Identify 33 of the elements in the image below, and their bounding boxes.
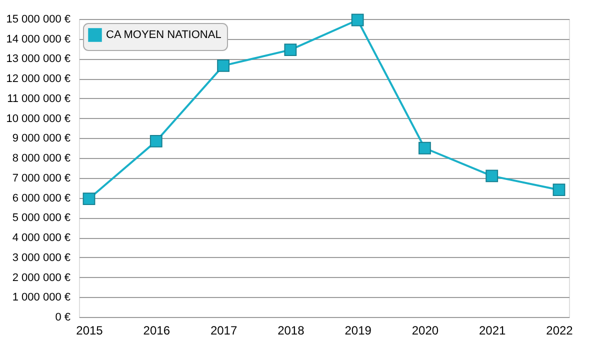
y-tick-label: 7 000 000 € xyxy=(12,172,70,184)
y-tick-label: 0 € xyxy=(55,312,70,324)
point xyxy=(82,192,96,205)
x-tick-label: 2017 xyxy=(210,324,238,338)
y-tick-label: 6 000 000 € xyxy=(12,192,70,204)
x-tick-label: 2021 xyxy=(479,324,506,338)
y-tick-label: 3 000 000 € xyxy=(12,252,70,264)
x-tick-label: 2019 xyxy=(344,324,372,338)
y-tick-label: 12 000 000 € xyxy=(6,73,70,86)
point xyxy=(150,134,162,148)
y-tick-label: 9 000 000 € xyxy=(12,132,70,145)
y-tick-label: 5 000 000 € xyxy=(12,212,70,224)
x-tick-label: 2020 xyxy=(412,324,439,338)
y-tick-label: 14 000 000 € xyxy=(6,33,70,46)
x-tick-label: 2022 xyxy=(546,324,574,338)
point xyxy=(486,170,498,182)
y-tick-label: 11 000 000 € xyxy=(7,92,70,105)
y-tick-label: 8 000 000 € xyxy=(12,152,70,165)
point xyxy=(552,184,566,196)
point xyxy=(284,44,297,56)
x-tick-label: 2016 xyxy=(143,324,170,338)
y-tick-label: 4 000 000 € xyxy=(12,232,70,244)
y-tick-label: 13 000 000 € xyxy=(6,53,70,66)
x-tick-label: 2015 xyxy=(76,324,104,338)
x-tick-label: 2018 xyxy=(278,324,305,338)
y-tick-label: 2 000 000 € xyxy=(12,272,70,284)
y-tick-label: 10 000 000 € xyxy=(6,112,70,125)
point xyxy=(217,59,230,72)
y-tick-label: 15 000 000 € xyxy=(6,14,70,26)
legend-label: CA MOYEN NATIONAL xyxy=(106,29,222,41)
point xyxy=(351,14,364,26)
point xyxy=(418,142,431,154)
y-tick-label: 1 000 000 € xyxy=(12,292,70,304)
